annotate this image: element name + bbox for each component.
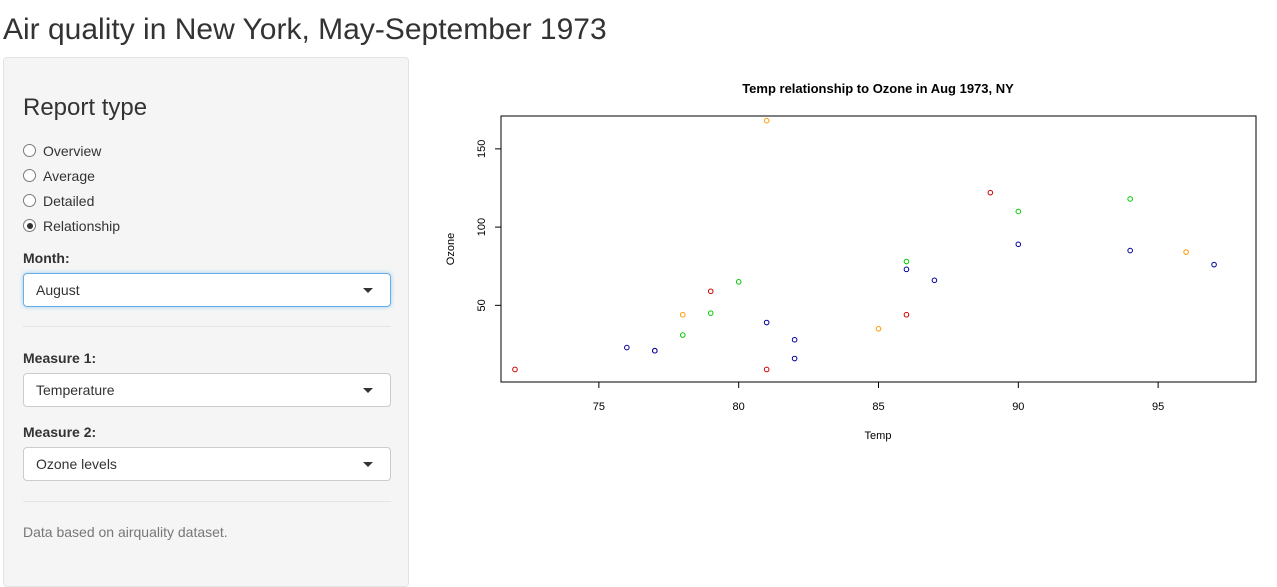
data-point bbox=[1015, 208, 1022, 215]
data-point bbox=[1183, 249, 1189, 255]
y-axis-label: Ozone bbox=[445, 233, 457, 265]
radio-label: Relationship bbox=[43, 217, 121, 234]
y-tick-label: 100 bbox=[476, 218, 488, 236]
measure2-label: Measure 2: bbox=[23, 424, 97, 440]
radio-option-relationship[interactable]: Relationship bbox=[23, 213, 120, 238]
radio-button[interactable] bbox=[23, 169, 36, 182]
data-point bbox=[512, 366, 518, 373]
x-tick-label: 85 bbox=[872, 401, 884, 413]
x-tick-label: 75 bbox=[593, 401, 605, 413]
data-point bbox=[791, 355, 798, 362]
app-title: Air quality in New York, May-September 1… bbox=[3, 13, 607, 46]
chart-title: Temp relationship to Ozone in Aug 1973, … bbox=[742, 81, 1014, 96]
x-tick-label: 90 bbox=[1012, 401, 1024, 413]
data-point bbox=[987, 189, 994, 196]
sidebar-panel: Report type Overview Average Detailed Re… bbox=[3, 57, 409, 587]
measure2-select[interactable]: Ozone levels bbox=[23, 447, 391, 481]
data-point bbox=[679, 311, 686, 318]
scatter-plot: Temp relationship to Ozone in Aug 1973, … bbox=[445, 81, 1257, 442]
report-type-title: Report type bbox=[23, 94, 148, 121]
data-point bbox=[624, 344, 630, 351]
data-point bbox=[1127, 247, 1133, 254]
plot-frame bbox=[500, 115, 1257, 383]
x-axis: 75 80 85 90 95 bbox=[593, 382, 1164, 413]
data-point bbox=[1127, 196, 1133, 202]
y-tick-label: 50 bbox=[476, 299, 488, 311]
chevron-down-icon bbox=[363, 462, 373, 467]
y-axis: 50 100 150 bbox=[476, 140, 501, 311]
measure1-label: Measure 1: bbox=[23, 350, 97, 366]
divider bbox=[23, 326, 391, 327]
data-point bbox=[1211, 261, 1217, 268]
divider bbox=[23, 501, 391, 502]
radio-button[interactable] bbox=[23, 194, 36, 207]
radio-label: Overview bbox=[43, 142, 102, 159]
measure1-select-value: Temperature bbox=[36, 382, 115, 398]
radio-option-detailed[interactable]: Detailed bbox=[23, 188, 120, 213]
data-point bbox=[707, 310, 714, 316]
radio-button-selected[interactable] bbox=[23, 219, 36, 232]
radio-button[interactable] bbox=[23, 144, 36, 157]
x-axis-label: Temp bbox=[865, 430, 892, 442]
month-select[interactable]: August bbox=[23, 273, 391, 307]
data-point bbox=[651, 347, 658, 354]
radio-option-average[interactable]: Average bbox=[23, 163, 120, 188]
measure1-select[interactable]: Temperature bbox=[23, 373, 391, 407]
data-points bbox=[512, 117, 1217, 373]
y-tick-label: 150 bbox=[476, 140, 488, 158]
month-select-value: August bbox=[36, 282, 80, 298]
data-point bbox=[763, 117, 770, 124]
data-point bbox=[875, 326, 882, 332]
dataset-footnote: Data based on airquality dataset. bbox=[23, 524, 228, 540]
x-tick-label: 80 bbox=[733, 401, 745, 413]
data-point bbox=[903, 311, 910, 318]
radio-label: Detailed bbox=[43, 192, 95, 209]
data-point bbox=[1015, 241, 1022, 248]
chevron-down-icon bbox=[363, 388, 373, 393]
radio-label: Average bbox=[43, 167, 95, 184]
data-point bbox=[735, 279, 742, 285]
data-point bbox=[931, 277, 938, 284]
radio-option-overview[interactable]: Overview bbox=[23, 138, 120, 163]
scatter-plot-container: Temp relationship to Ozone in Aug 1973, … bbox=[420, 60, 1277, 460]
month-label: Month: bbox=[23, 250, 70, 266]
data-point bbox=[903, 266, 910, 273]
data-point bbox=[707, 288, 714, 295]
data-point bbox=[763, 319, 770, 326]
data-point bbox=[791, 336, 798, 343]
report-type-radio-group: Overview Average Detailed Relationship bbox=[23, 138, 120, 238]
data-point bbox=[763, 366, 770, 373]
x-tick-label: 95 bbox=[1152, 401, 1164, 413]
chevron-down-icon bbox=[363, 288, 373, 293]
data-point bbox=[903, 258, 910, 265]
measure2-select-value: Ozone levels bbox=[36, 456, 117, 472]
data-point bbox=[679, 332, 686, 338]
